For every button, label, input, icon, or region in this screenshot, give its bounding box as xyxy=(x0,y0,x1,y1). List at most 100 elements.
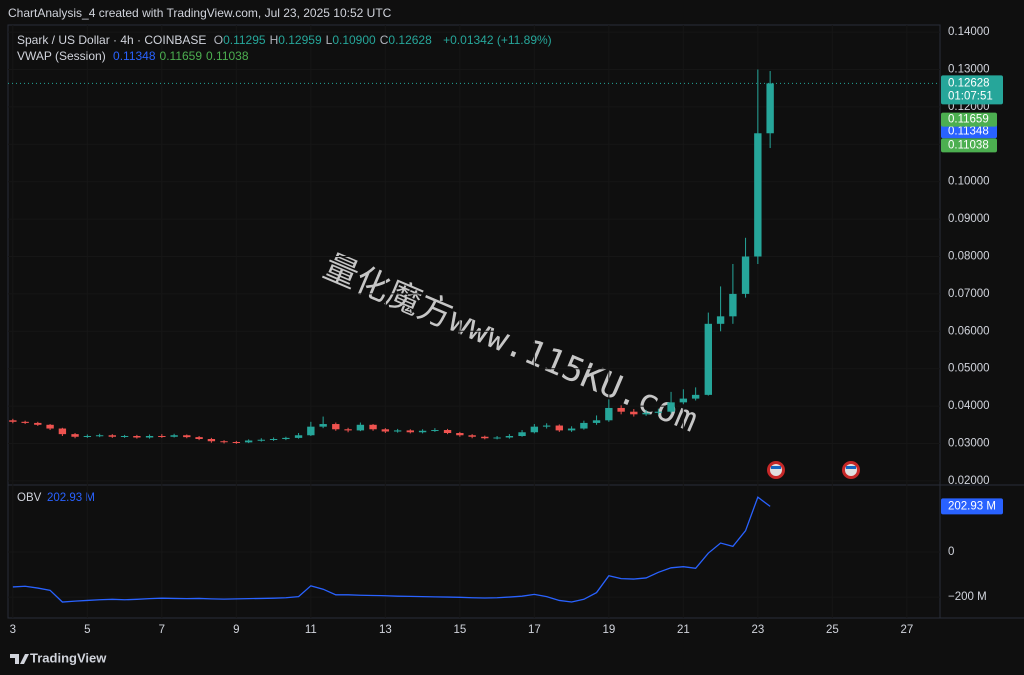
candle-body xyxy=(369,424,377,430)
ohlc-value: 0.11295 xyxy=(223,33,266,47)
candle-body xyxy=(120,436,129,438)
x-tick-label: 13 xyxy=(379,624,392,636)
candle-body xyxy=(630,411,638,415)
candle-body xyxy=(567,428,576,431)
ohlc-value: 0.12628 xyxy=(388,33,432,47)
vwap-value: 0.11659 xyxy=(159,49,203,63)
candle-body xyxy=(716,316,725,324)
candle-body xyxy=(617,407,625,412)
candle-body xyxy=(642,412,650,415)
candle-body xyxy=(207,439,216,442)
x-tick-label: 15 xyxy=(453,624,466,636)
vwap-tag-label: 0.11659 xyxy=(948,114,989,126)
candle-body xyxy=(418,430,427,433)
x-tick-label: 9 xyxy=(233,624,239,636)
candle-body xyxy=(754,133,762,257)
caption: ChartAnalysis_4 created with TradingView… xyxy=(8,6,392,20)
candle-body xyxy=(307,426,315,436)
candle-body xyxy=(456,433,464,436)
y-tick-label: 0 xyxy=(948,546,954,558)
x-tick-label: 25 xyxy=(826,624,839,636)
candle-body xyxy=(493,437,501,439)
y-tick-label: 0.04000 xyxy=(948,400,990,412)
ohlc-key: L xyxy=(325,33,333,47)
y-tick-label: 0.13000 xyxy=(948,64,990,76)
candle-body xyxy=(294,435,303,438)
y-tick-label: 0.10000 xyxy=(948,176,990,188)
candle-body xyxy=(282,437,290,439)
x-tick-label: 23 xyxy=(751,624,764,636)
candle-body xyxy=(9,420,17,422)
candle-body xyxy=(555,425,563,431)
candle-body xyxy=(406,430,414,433)
y-tick-label: 0.02000 xyxy=(948,475,990,487)
x-tick-label: 11 xyxy=(305,624,317,636)
candle-body xyxy=(58,428,67,435)
candle-body xyxy=(530,426,539,433)
y-tick-label: −200 M xyxy=(948,591,987,603)
ohlc: O0.11295 H0.12959 L0.10900 C0.12628 xyxy=(214,33,436,47)
event-icon[interactable] xyxy=(767,461,785,479)
candle-body xyxy=(21,421,29,423)
candle-body xyxy=(332,424,340,430)
last-price-label: 0.12628 xyxy=(948,77,990,89)
indicator-value: 202.93 M xyxy=(47,492,95,504)
y-tick-label: 0.09000 xyxy=(948,213,990,225)
x-tick-label: 3 xyxy=(10,624,16,636)
candle-body xyxy=(481,436,489,439)
x-tick-label: 17 xyxy=(528,624,541,636)
plot-frame xyxy=(7,24,941,619)
candle-body xyxy=(468,435,476,437)
y-tick-label: 0.08000 xyxy=(948,251,990,263)
candle-body xyxy=(766,83,774,134)
countdown-label: 01:07:51 xyxy=(948,90,993,102)
obv-line xyxy=(12,496,771,603)
candle-body xyxy=(654,411,663,413)
candle-body xyxy=(443,430,452,434)
candle-body xyxy=(667,402,675,412)
candle-body xyxy=(158,436,166,438)
candle-body xyxy=(344,429,352,431)
symbol: Spark / US Dollar · 4h · COINBASE xyxy=(17,33,207,47)
vwap-tag xyxy=(941,138,997,153)
candle-body xyxy=(580,422,588,429)
candle-body xyxy=(381,429,390,432)
candle-body xyxy=(83,436,92,438)
y-tick-label: 0.05000 xyxy=(948,363,990,375)
last-price-tag xyxy=(941,75,1003,105)
brand-logo xyxy=(10,654,29,664)
vwap-values: 0.11348 0.11659 0.11038 xyxy=(113,49,253,63)
symbol-header: Spark / US Dollar · 4h · COINBASE O0.112… xyxy=(17,33,556,47)
candle-body xyxy=(108,435,116,437)
candle-body xyxy=(505,436,514,438)
change: +0.01342 (+11.89%) xyxy=(443,33,552,47)
ohlc-key: O xyxy=(213,33,224,47)
candle-body xyxy=(170,435,178,437)
footer-brand: TradingView xyxy=(30,650,107,665)
obv-tag-label: 202.93 M xyxy=(948,500,996,512)
candle-body xyxy=(691,394,700,399)
candle-body xyxy=(46,424,54,429)
candle-body xyxy=(319,424,327,427)
candle-body xyxy=(592,420,601,423)
vwap-tag xyxy=(941,112,997,127)
x-tick-label: 19 xyxy=(602,624,615,636)
candle-body xyxy=(679,398,688,403)
x-tick-label: 21 xyxy=(677,624,690,636)
candle-body xyxy=(269,439,278,440)
candle-body xyxy=(34,422,42,425)
y-tick-label: 0.14000 xyxy=(948,26,990,38)
vwap-tag-label: 0.11348 xyxy=(948,125,989,137)
candle-body xyxy=(145,436,154,438)
event-icon[interactable] xyxy=(842,461,860,479)
candle-body xyxy=(220,441,228,443)
candle-body xyxy=(393,430,402,432)
vwap-value: 0.11038 xyxy=(206,49,249,63)
vwap-tag-label: 0.11038 xyxy=(948,139,989,151)
candle-body xyxy=(133,436,141,438)
candle-body xyxy=(729,293,737,317)
x-tick-label: 27 xyxy=(900,624,913,636)
candle-body xyxy=(183,435,191,438)
ohlc-value: 0.10900 xyxy=(332,33,376,47)
